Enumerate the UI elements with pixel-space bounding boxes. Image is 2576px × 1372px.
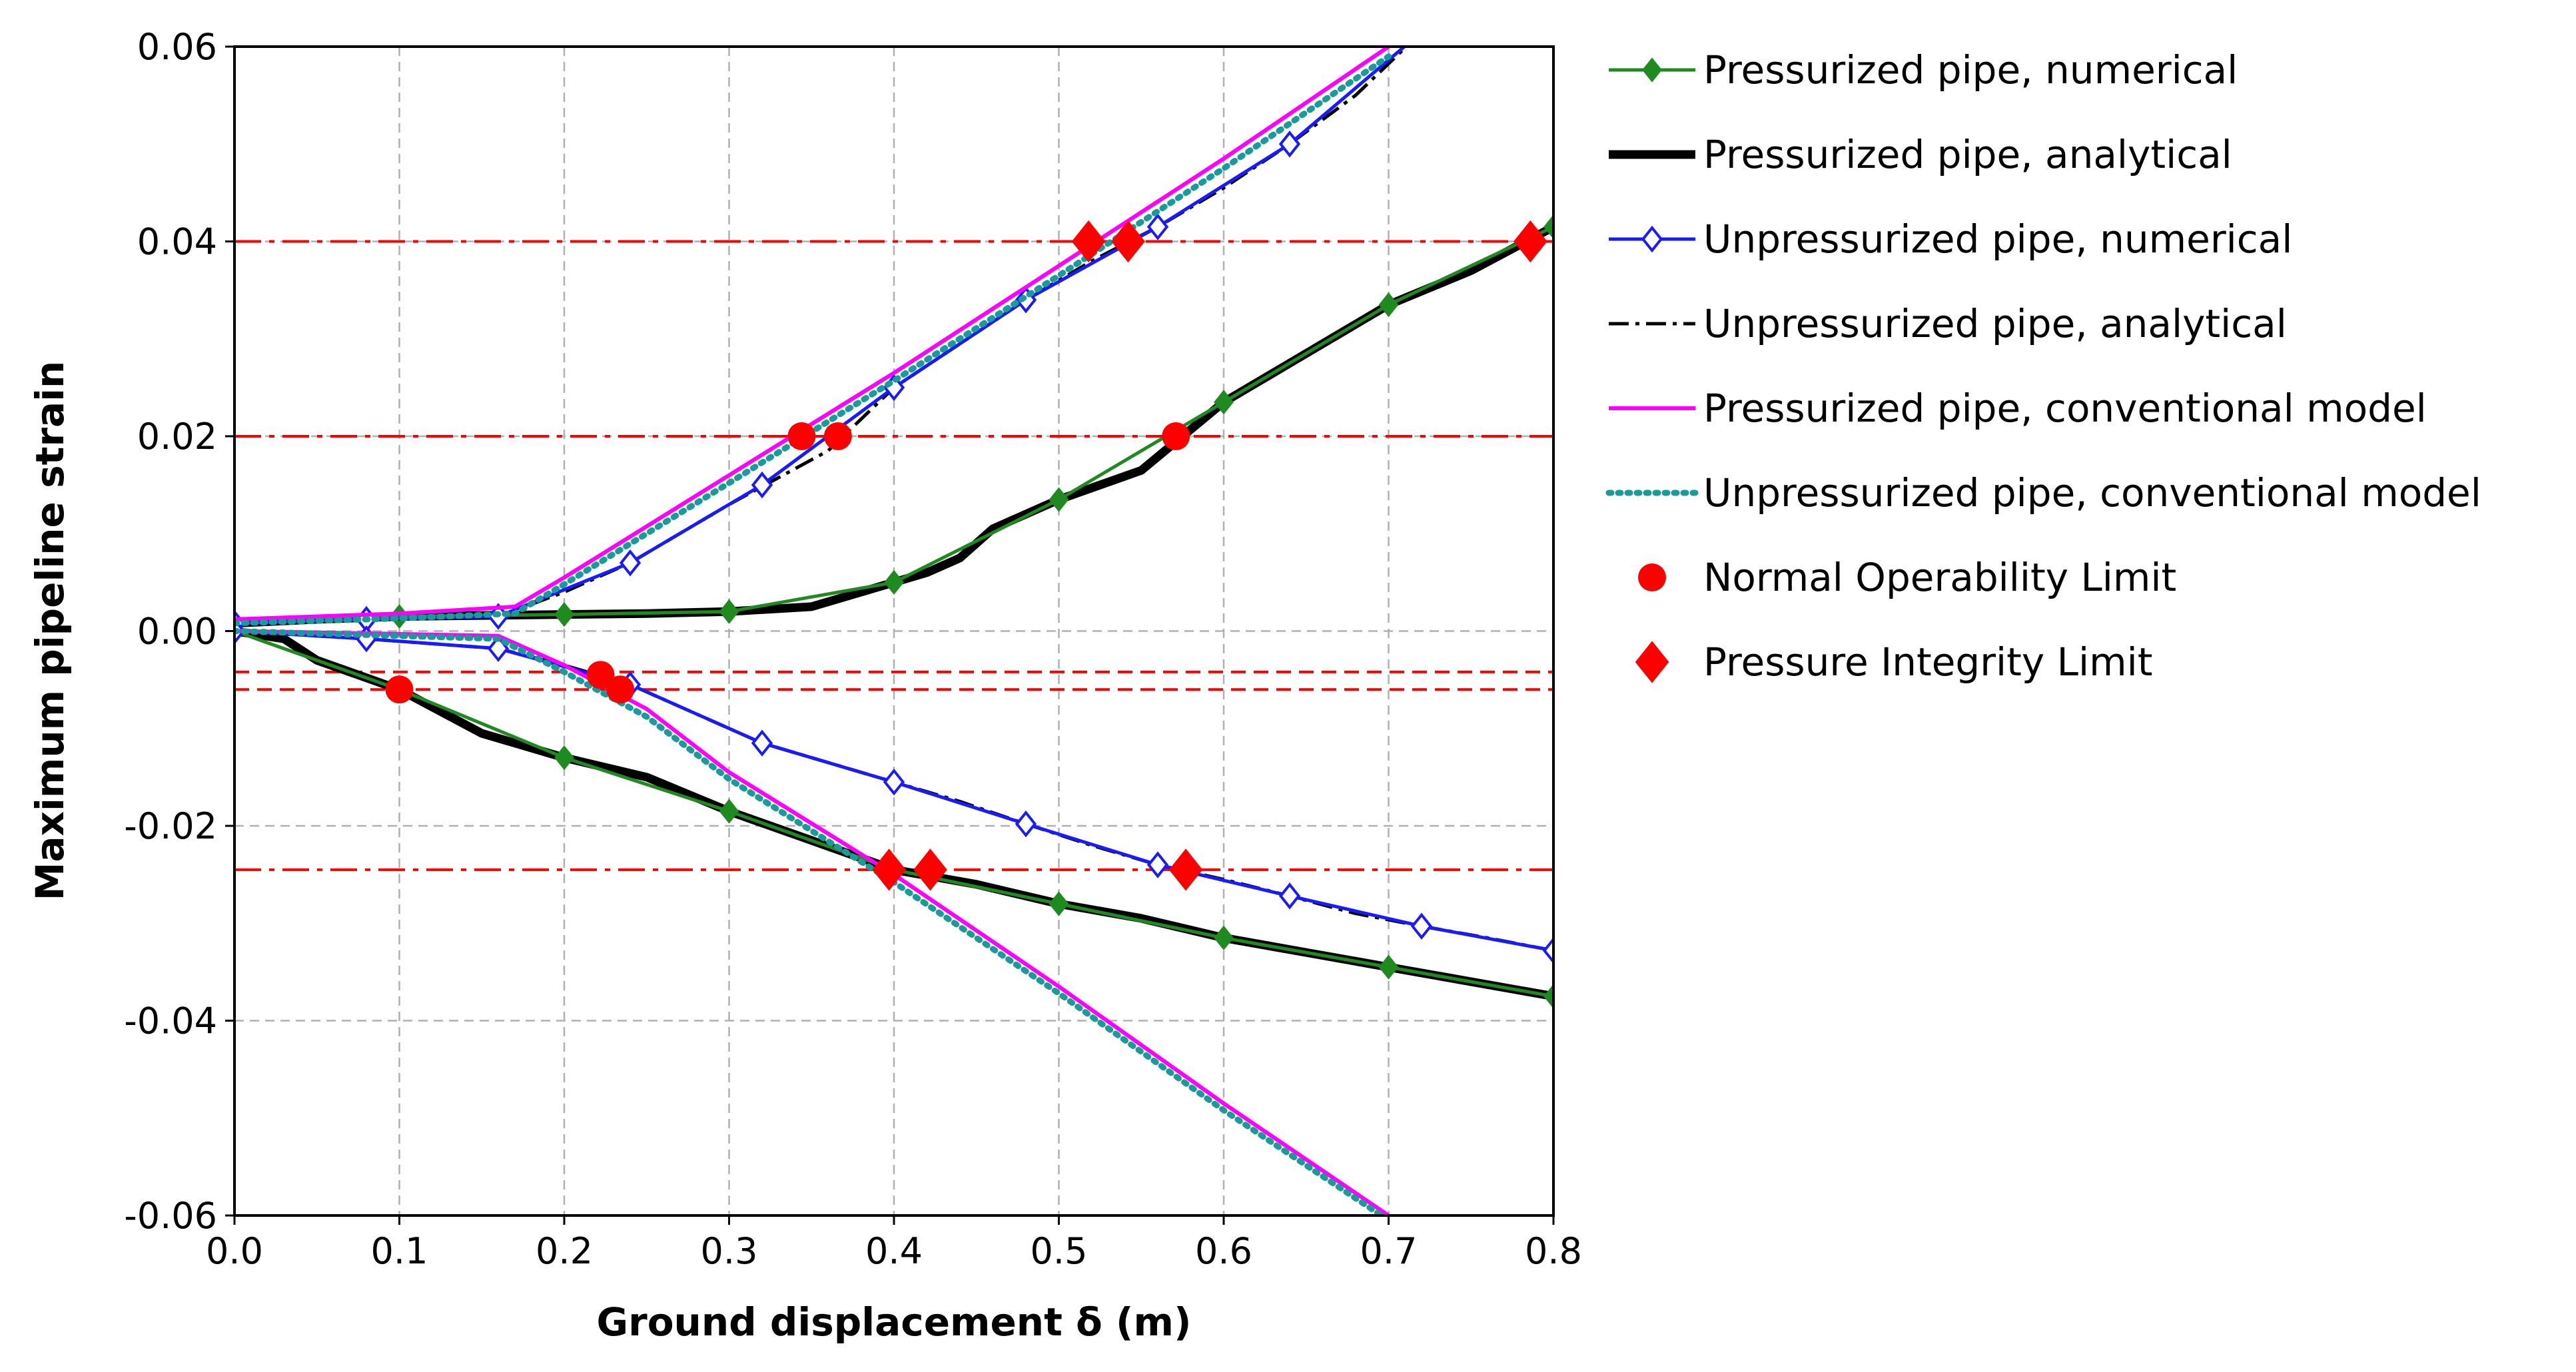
y-tick-label: 0.04 xyxy=(137,221,217,263)
data-point-marker xyxy=(1378,954,1399,980)
data-point-marker xyxy=(1378,292,1399,318)
legend-label: Pressurized pipe, conventional model xyxy=(1703,386,2427,431)
normal-operability-point xyxy=(787,422,816,450)
x-tick-label: 0.4 xyxy=(865,1230,923,1272)
x-tick-label: 0.8 xyxy=(1525,1230,1582,1272)
y-ticks: -0.06 -0.04 -0.02 0.00 0.02 0.04 0.06 xyxy=(124,26,234,1237)
series-line xyxy=(234,53,1392,627)
normal-operability-point xyxy=(586,661,615,689)
series-group xyxy=(234,53,1392,1215)
pressure-integrity-point xyxy=(1071,220,1106,263)
x-axis-title: Ground displacement δ (m) xyxy=(597,1299,1192,1345)
legend-label: Unpressurized pipe, analytical xyxy=(1703,301,2287,346)
legend-item-unpress_num: Unpressurized pipe, numerical xyxy=(1609,216,2292,262)
y-tick-label: 0.06 xyxy=(137,26,217,68)
pressure-integrity-point xyxy=(872,849,906,891)
legend-marker xyxy=(1635,641,1669,683)
x-tick-label: 0.0 xyxy=(206,1230,263,1272)
x-tick-label: 0.2 xyxy=(536,1230,593,1272)
pressure-integrity-point xyxy=(1168,849,1203,891)
legend-item-pil: Pressure Integrity Limit xyxy=(1635,639,2152,685)
data-point-marker xyxy=(1015,810,1037,838)
legend-label: Unpressurized pipe, numerical xyxy=(1703,216,2292,262)
data-point-marker xyxy=(751,729,773,757)
data-point-marker xyxy=(1214,390,1234,415)
y-tick-label: -0.02 xyxy=(124,805,217,847)
data-point-marker xyxy=(1410,912,1433,940)
data-point-marker xyxy=(884,569,904,595)
data-point-marker xyxy=(1543,214,1553,240)
data-point-marker xyxy=(1049,487,1069,512)
legend-label: Pressurized pipe, numerical xyxy=(1703,47,2238,93)
data-point-marker xyxy=(1214,925,1234,950)
data-point-marker xyxy=(554,602,574,627)
legend-marker xyxy=(1638,563,1666,591)
y-tick-label: 0.00 xyxy=(137,611,217,653)
legend-label: Pressure Integrity Limit xyxy=(1703,639,2152,685)
data-point-marker xyxy=(1278,131,1301,158)
data-point-marker xyxy=(1412,21,1430,43)
pressure-integrity-point xyxy=(913,849,947,891)
y-tick-label: -0.06 xyxy=(124,1195,217,1237)
pressure-integrity-point xyxy=(1513,220,1547,263)
limit-points xyxy=(385,220,1547,891)
series xyxy=(234,21,1553,1215)
normal-operability-point xyxy=(385,675,414,704)
legend-item-unpress_ana: Unpressurized pipe, analytical xyxy=(1609,301,2287,346)
legend-item-press_conv: Pressurized pipe, conventional model xyxy=(1609,386,2427,431)
data-point-marker xyxy=(1543,984,1553,1009)
series-line xyxy=(234,628,1387,1215)
y-axis-title: Maximum pipeline strain xyxy=(27,361,73,901)
data-point-marker xyxy=(883,768,905,796)
x-tick-label: 0.3 xyxy=(701,1230,758,1272)
x-tick-label: 0.5 xyxy=(1031,1230,1088,1272)
normal-operability-point xyxy=(823,422,852,450)
x-tick-label: 0.6 xyxy=(1195,1230,1252,1272)
x-tick-label: 0.1 xyxy=(371,1230,428,1272)
legend-item-press_num: Pressurized pipe, numerical xyxy=(1609,47,2238,93)
y-tick-label: -0.04 xyxy=(124,1000,217,1042)
data-point-marker xyxy=(751,471,773,499)
x-ticks: 0.0 0.1 0.2 0.3 0.4 0.5 0.6 0.7 0.8 xyxy=(206,1215,1582,1272)
legend-label: Unpressurized pipe, conventional model xyxy=(1703,470,2481,515)
legend-label: Pressurized pipe, analytical xyxy=(1703,132,2232,177)
normal-operability-point xyxy=(606,675,635,704)
legend-marker xyxy=(1641,225,1663,253)
y-tick-label: 0.02 xyxy=(137,416,217,458)
legend-label: Normal Operability Limit xyxy=(1703,555,2176,600)
series-line xyxy=(234,47,1390,621)
data-point-marker xyxy=(554,745,574,771)
data-point-marker xyxy=(1278,882,1301,910)
legend-item-nol: Normal Operability Limit xyxy=(1638,555,2176,600)
legend-item-press_ana: Pressurized pipe, analytical xyxy=(1609,132,2232,177)
x-tick-label: 0.7 xyxy=(1360,1230,1418,1272)
legend: Pressurized pipe, numerical Pressurized p… xyxy=(1605,47,2481,685)
data-point-marker xyxy=(619,549,642,577)
data-point-marker xyxy=(719,799,739,824)
data-point-marker xyxy=(1049,891,1069,916)
data-point-marker xyxy=(719,599,739,624)
normal-operability-point xyxy=(1162,422,1190,450)
data-point-marker xyxy=(1146,851,1169,878)
data-point-marker xyxy=(1146,213,1169,240)
legend-item-unpress_conv: Unpressurized pipe, conventional model xyxy=(1605,470,2481,515)
data-point-marker xyxy=(1542,936,1553,964)
legend-marker xyxy=(1642,57,1662,83)
pressure-integrity-point xyxy=(1111,220,1145,263)
